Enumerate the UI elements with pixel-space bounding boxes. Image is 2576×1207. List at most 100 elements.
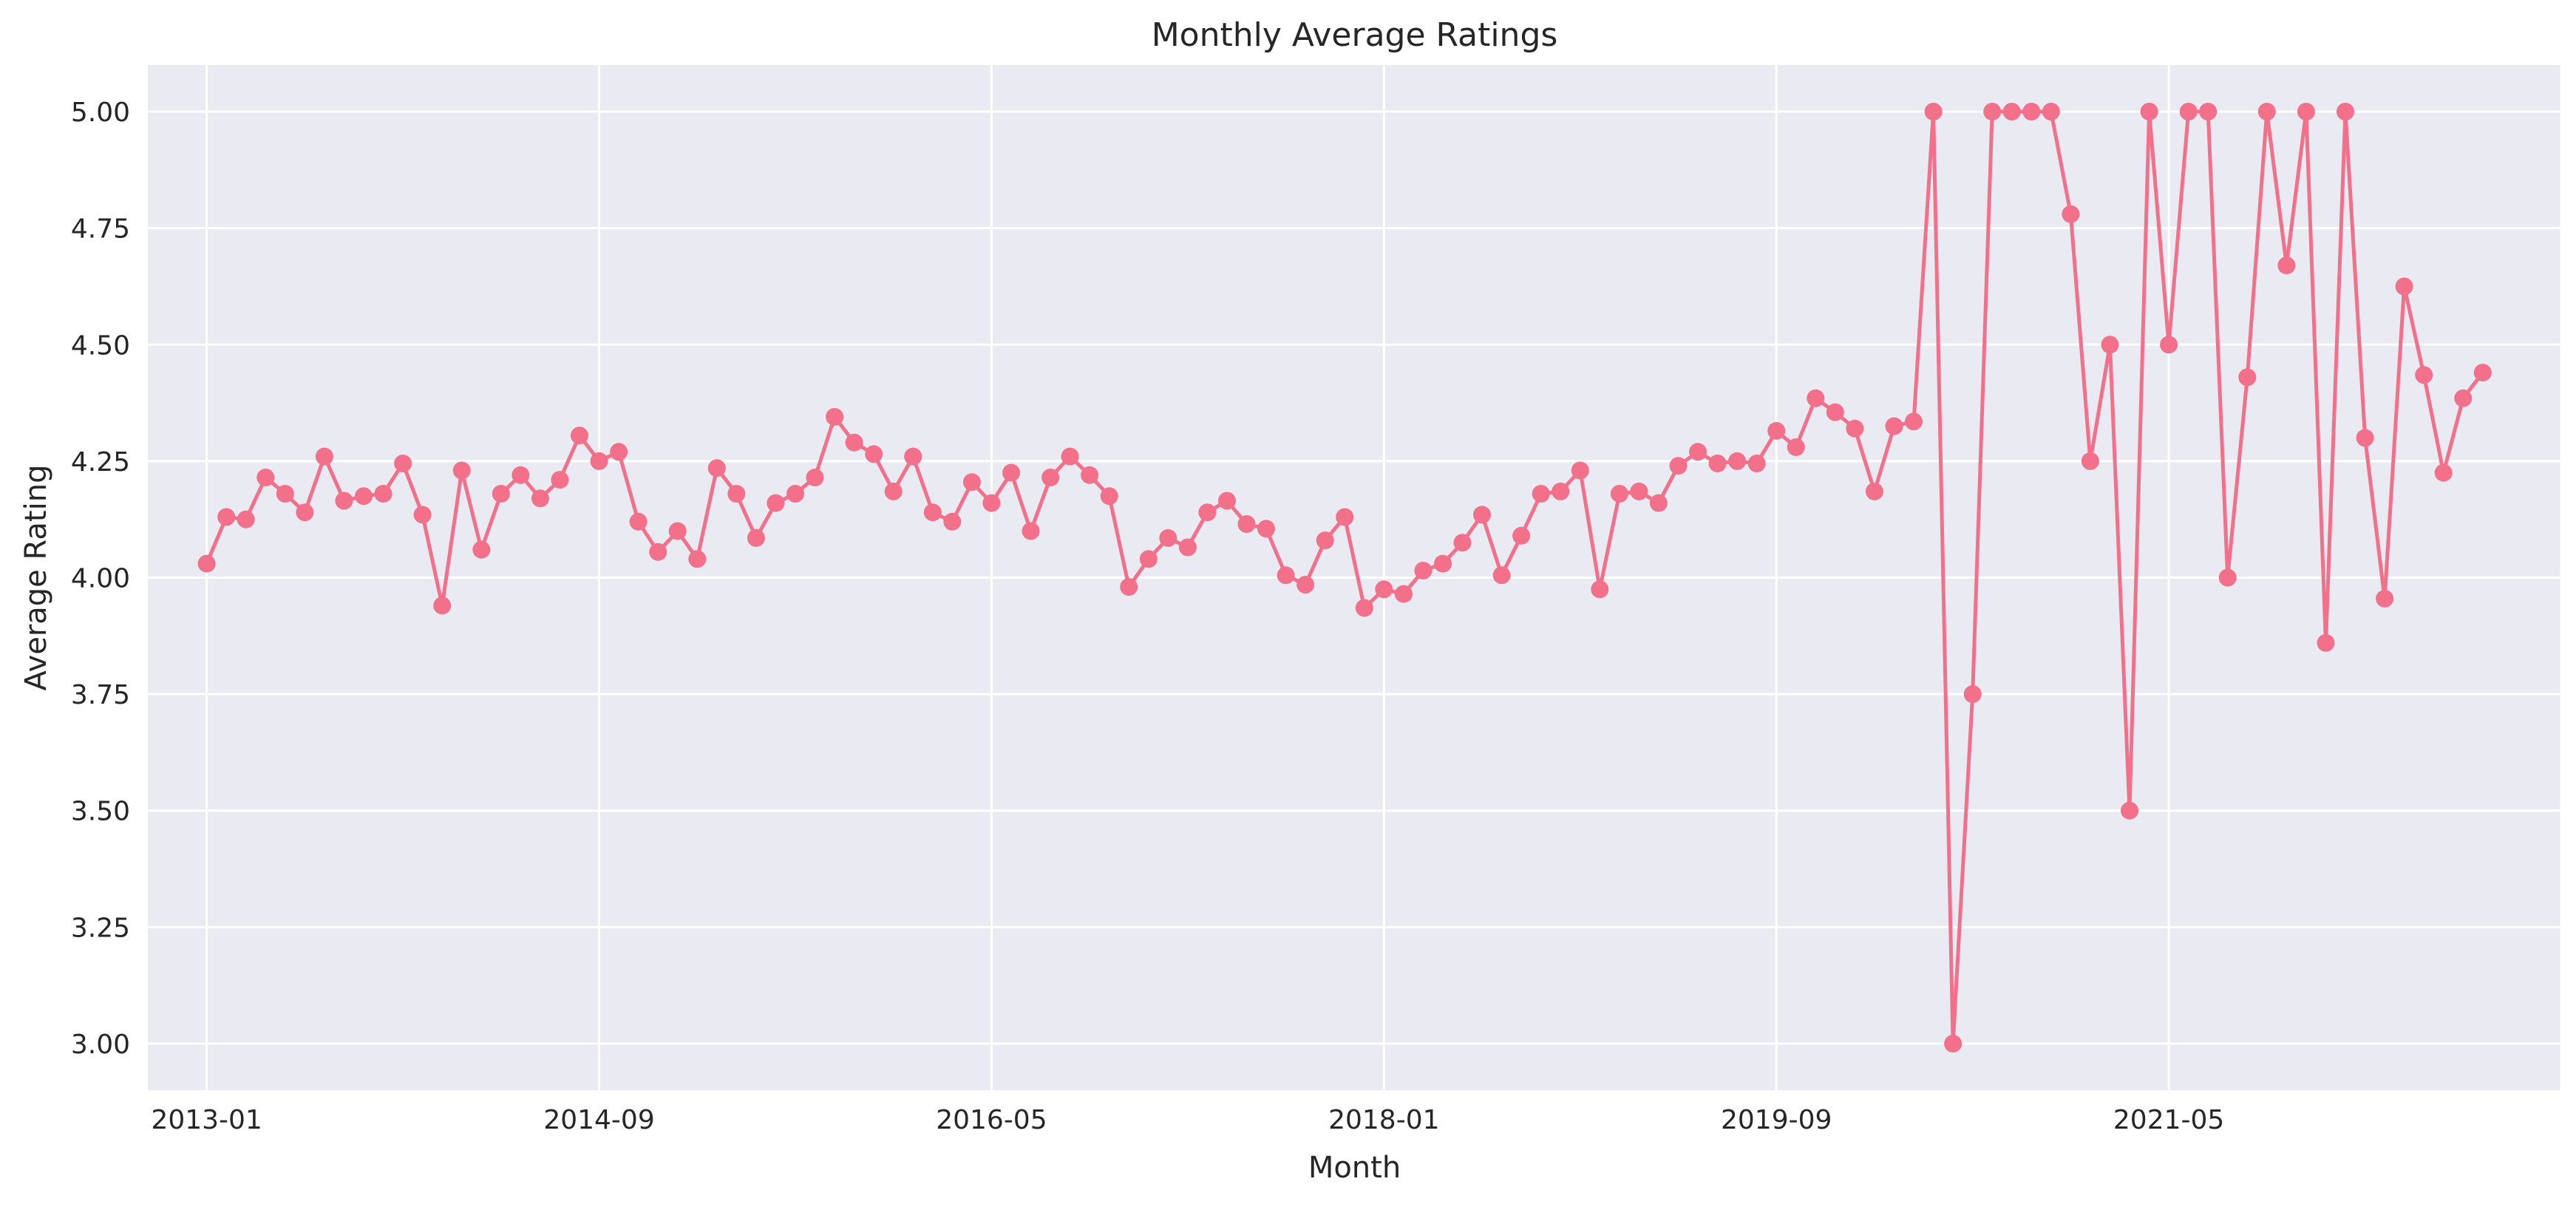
data-point	[707, 459, 726, 477]
data-point	[1375, 580, 1393, 599]
data-point	[1297, 576, 1315, 594]
data-point	[1336, 508, 1354, 526]
data-point	[1669, 457, 1688, 475]
data-point	[256, 469, 275, 486]
data-point	[943, 512, 962, 531]
data-point	[1022, 522, 1040, 540]
data-point	[806, 469, 824, 486]
data-point	[1924, 103, 1943, 120]
data-point	[1473, 506, 1491, 524]
y-axis-title: Average Rating	[19, 465, 53, 691]
x-tick-label: 2016-05	[936, 1105, 1047, 1135]
data-point	[1178, 538, 1197, 557]
data-point	[1571, 461, 1589, 480]
data-point	[472, 540, 491, 559]
data-point	[1257, 520, 1275, 538]
y-tick-label: 4.00	[71, 564, 130, 594]
data-point	[2140, 103, 2158, 120]
data-point	[197, 554, 216, 573]
data-point	[374, 485, 392, 503]
data-point	[767, 494, 785, 512]
data-point	[2002, 103, 2021, 120]
data-point	[649, 543, 667, 561]
x-tick-label: 2014-09	[543, 1105, 654, 1135]
data-point	[1041, 469, 1060, 486]
data-point	[668, 522, 687, 540]
data-point	[217, 508, 236, 526]
data-point	[413, 506, 432, 524]
data-point	[1689, 443, 1707, 461]
data-point	[904, 447, 922, 466]
data-point	[962, 473, 981, 492]
data-point	[1846, 419, 1864, 438]
data-point	[1865, 482, 1883, 500]
data-point	[492, 485, 510, 503]
data-point	[512, 466, 530, 484]
data-point	[2160, 336, 2178, 354]
data-point	[237, 510, 255, 528]
data-point	[1355, 599, 1373, 617]
data-point	[2042, 103, 2060, 120]
data-point	[2257, 103, 2276, 120]
data-point	[2317, 633, 2335, 652]
data-point	[2434, 463, 2453, 482]
data-point	[727, 485, 746, 503]
tick-labels: 2013-01 2014-09 2016-05 2018-01 2019-09 2021-…	[71, 98, 2224, 1135]
data-point	[1002, 463, 1020, 482]
data-point	[296, 503, 314, 522]
data-point	[688, 550, 707, 568]
data-point	[590, 452, 608, 470]
data-point	[1081, 466, 1099, 484]
data-point	[2238, 368, 2257, 387]
data-point	[1728, 452, 1747, 470]
data-point	[1316, 531, 1334, 550]
data-point	[1532, 485, 1550, 503]
data-point	[1649, 494, 1668, 512]
data-point	[1237, 515, 1256, 533]
data-point	[1492, 566, 1511, 585]
data-point	[2454, 389, 2473, 407]
data-point	[1983, 103, 2002, 120]
data-point	[2277, 256, 2296, 275]
data-point	[1787, 438, 1805, 456]
x-tick-label: 2013-01	[151, 1105, 262, 1135]
data-point	[2199, 103, 2218, 120]
data-point	[1394, 585, 1413, 603]
y-tick-label: 4.50	[71, 330, 130, 361]
data-point	[1061, 447, 1079, 466]
data-point	[2022, 103, 2041, 120]
data-point	[1100, 487, 1118, 506]
x-tick-label: 2021-05	[2113, 1105, 2224, 1135]
data-point	[923, 503, 942, 522]
data-point	[2473, 364, 2492, 382]
data-point	[571, 426, 588, 445]
data-point	[1139, 550, 1158, 568]
data-point	[1708, 455, 1727, 472]
data-points	[197, 103, 2492, 1053]
data-point	[1218, 492, 1236, 510]
chart-title: Monthly Average Ratings	[1152, 16, 1558, 54]
data-point	[1767, 421, 1786, 440]
data-point	[1512, 526, 1531, 545]
data-point	[1453, 534, 1472, 552]
data-point	[1630, 482, 1648, 500]
data-point	[1591, 580, 1609, 599]
x-axis-title: Month	[1308, 1151, 1401, 1185]
data-point	[2062, 205, 2080, 223]
data-point	[1826, 403, 1844, 421]
data-point	[1885, 417, 1903, 435]
data-point	[1414, 562, 1433, 579]
data-point	[2415, 366, 2433, 384]
data-point	[1944, 1035, 1962, 1053]
data-point	[2081, 452, 2099, 470]
data-point	[394, 455, 412, 472]
data-point	[1120, 578, 1138, 596]
data-point	[1277, 566, 1295, 585]
data-point	[2218, 568, 2237, 587]
data-point	[2395, 277, 2413, 296]
data-point	[610, 443, 628, 461]
y-tick-label: 3.25	[71, 913, 130, 943]
data-point	[826, 408, 844, 426]
data-point	[1159, 528, 1177, 547]
